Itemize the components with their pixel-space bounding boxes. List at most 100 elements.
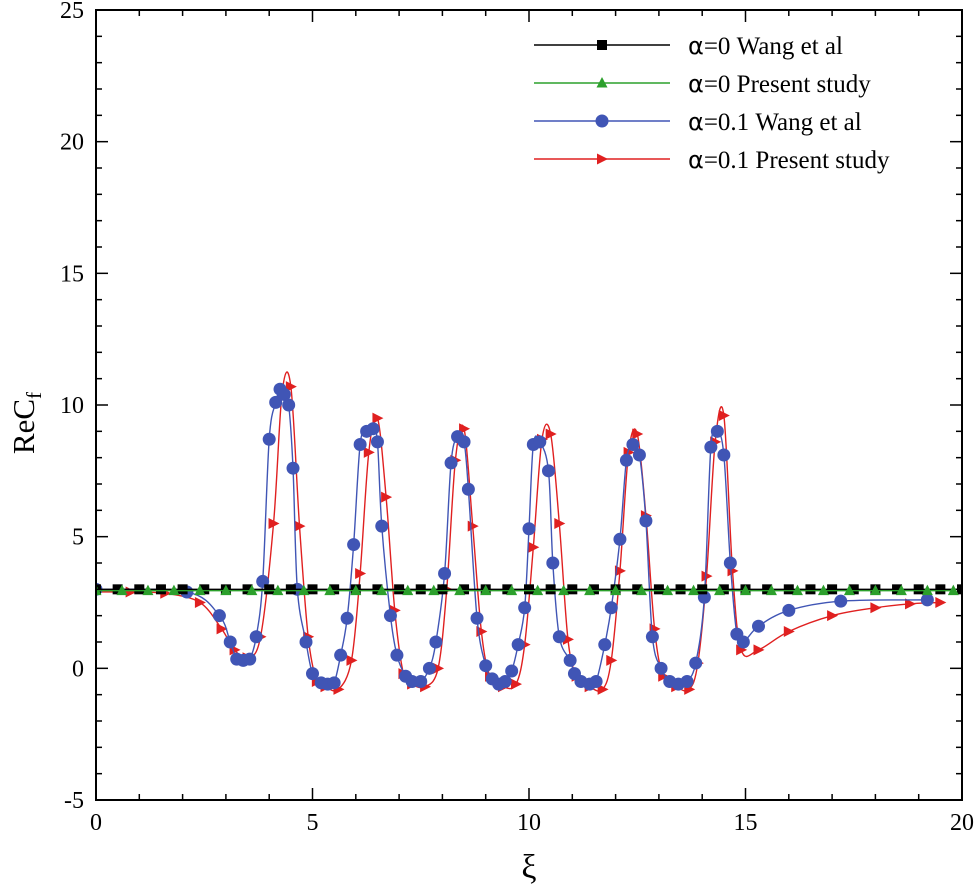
data-point bbox=[895, 584, 907, 596]
data-point bbox=[415, 584, 426, 595]
data-point bbox=[422, 661, 436, 675]
data-point bbox=[614, 565, 626, 577]
data-point bbox=[457, 435, 471, 449]
data-point bbox=[518, 601, 532, 615]
legend-entry: α=0.1 Present study bbox=[534, 146, 890, 174]
data-point bbox=[913, 584, 924, 595]
data-point bbox=[246, 584, 258, 596]
y-axis-title: ReCf bbox=[6, 392, 46, 454]
data-point bbox=[783, 584, 794, 595]
legend-entry: α=0 Present study bbox=[534, 70, 871, 98]
data-point bbox=[528, 541, 540, 553]
data-point bbox=[327, 676, 341, 690]
data-point bbox=[639, 514, 653, 528]
data-point bbox=[751, 619, 765, 633]
data-point bbox=[363, 446, 375, 458]
data-point bbox=[740, 584, 751, 596]
data-point bbox=[589, 675, 603, 688]
data-point bbox=[626, 438, 640, 451]
data-point bbox=[381, 491, 393, 503]
y-tick-label: 0 bbox=[72, 656, 84, 682]
data-point bbox=[243, 652, 257, 666]
data-point bbox=[680, 675, 694, 688]
data-point bbox=[340, 611, 354, 625]
data-point bbox=[428, 584, 440, 596]
data-point bbox=[334, 648, 348, 662]
data-point bbox=[632, 584, 643, 595]
data-point bbox=[350, 584, 362, 596]
legend-alpha: α bbox=[688, 32, 704, 60]
data-point bbox=[645, 630, 659, 644]
data-point bbox=[194, 597, 206, 608]
data-point bbox=[869, 584, 881, 596]
legend-entry: α=0.1 Wang et al bbox=[534, 108, 862, 136]
series-1 bbox=[96, 584, 959, 596]
data-point bbox=[194, 584, 206, 596]
data-point bbox=[522, 522, 536, 536]
data-point bbox=[249, 630, 263, 644]
data-point bbox=[511, 678, 523, 690]
data-point bbox=[558, 584, 570, 596]
data-point bbox=[610, 584, 622, 596]
x-axis-title: ξ bbox=[521, 849, 536, 886]
data-point bbox=[480, 584, 492, 596]
data-point bbox=[285, 381, 297, 393]
data-point bbox=[459, 423, 471, 435]
data-point bbox=[736, 644, 748, 656]
data-point bbox=[390, 648, 404, 662]
y-tick-label: 15 bbox=[60, 261, 84, 287]
legend-text: =0.1 Present study bbox=[704, 147, 890, 174]
data-point bbox=[718, 410, 730, 422]
data-point bbox=[606, 654, 618, 666]
data-point bbox=[394, 584, 405, 595]
data-point bbox=[242, 584, 253, 595]
data-point bbox=[329, 584, 340, 595]
legend-alpha: α bbox=[688, 146, 704, 174]
data-point bbox=[905, 598, 917, 610]
data-point bbox=[588, 584, 599, 595]
y-axis-title-main: ReC bbox=[6, 399, 41, 454]
data-point bbox=[935, 597, 947, 608]
series-layer bbox=[96, 371, 962, 695]
data-point bbox=[370, 435, 384, 449]
data-point bbox=[697, 584, 708, 595]
data-point bbox=[546, 556, 560, 570]
data-point bbox=[563, 653, 577, 667]
data-point bbox=[723, 556, 737, 570]
data-point bbox=[524, 584, 534, 595]
data-point bbox=[654, 661, 668, 675]
data-point bbox=[142, 584, 154, 596]
data-point bbox=[636, 584, 648, 596]
data-point bbox=[212, 609, 226, 623]
legend-label: α=0 Wang et al bbox=[688, 32, 843, 60]
legend-marker bbox=[596, 77, 608, 88]
data-point bbox=[294, 520, 306, 532]
data-point bbox=[299, 635, 313, 649]
data-point bbox=[383, 609, 397, 623]
data-point bbox=[545, 428, 557, 440]
data-point bbox=[223, 635, 237, 649]
data-point bbox=[762, 584, 773, 595]
data-point bbox=[298, 584, 310, 596]
data-point bbox=[355, 568, 367, 580]
data-point bbox=[920, 593, 934, 607]
data-point bbox=[532, 584, 544, 596]
x-tick-label: 15 bbox=[734, 810, 758, 836]
data-point bbox=[376, 584, 388, 596]
data-point bbox=[177, 584, 188, 595]
data-point bbox=[461, 482, 475, 496]
data-point bbox=[269, 395, 283, 409]
data-point bbox=[112, 584, 123, 595]
data-point bbox=[843, 584, 855, 596]
legend-label: α=0.1 Wang et al bbox=[688, 108, 862, 136]
legend-marker bbox=[595, 114, 609, 128]
data-point bbox=[736, 635, 750, 649]
data-point bbox=[272, 584, 284, 596]
y-tick-label: 25 bbox=[60, 0, 84, 24]
legend-marker bbox=[597, 153, 608, 165]
data-point bbox=[505, 664, 519, 678]
legend-alpha: α bbox=[688, 70, 704, 98]
data-point bbox=[817, 584, 829, 596]
